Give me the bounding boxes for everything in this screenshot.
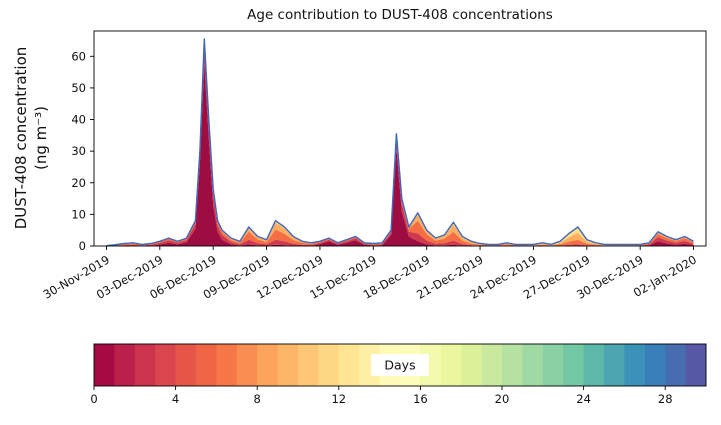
colorbar-border	[93, 343, 707, 387]
colorbar-tick-label: 16	[413, 392, 428, 406]
colorbar-cell	[502, 344, 523, 386]
colorbar-cell	[665, 344, 686, 386]
total-concentration-line	[106, 38, 694, 247]
colorbar-cell	[175, 344, 197, 386]
colorbar-cell	[236, 344, 258, 386]
y-tick-label: 10	[71, 207, 86, 221]
plot-border	[93, 30, 707, 247]
y-tick-label: 0	[79, 239, 86, 253]
colorbar-tick-label: 0	[90, 392, 97, 406]
colorbar-cell	[542, 344, 564, 386]
colorbar-cell	[338, 344, 360, 386]
colorbar-tick-label: 24	[576, 392, 591, 406]
colorbar-cell	[461, 344, 482, 386]
colorbar-cell	[644, 344, 666, 386]
colorbar-cell	[624, 344, 646, 386]
colorbar-cell	[298, 344, 319, 386]
colorbar-cell	[94, 344, 115, 386]
colorbar-cell	[216, 344, 238, 386]
colorbar-cell	[318, 344, 340, 386]
colorbar-tick-label: 12	[331, 392, 346, 406]
y-tick-label: 50	[71, 81, 86, 95]
colorbar-tick-label: 8	[254, 392, 261, 406]
colorbar-tick-label: 20	[495, 392, 510, 406]
colorbar-cell	[440, 344, 462, 386]
colorbar-label-bg	[371, 354, 429, 376]
colorbar-cell	[522, 344, 544, 386]
chart-title: Age contribution to DUST-408 concentrati…	[247, 7, 553, 23]
colorbar-cell	[134, 344, 156, 386]
colorbar-cell	[196, 344, 217, 386]
colorbar-cell	[604, 344, 625, 386]
colorbar-tick-label: 4	[172, 392, 179, 406]
colorbar-cell	[685, 344, 707, 386]
colorbar-tick-label: 28	[658, 392, 673, 406]
colorbar-cell	[481, 344, 503, 386]
colorbar-cell	[114, 344, 136, 386]
y-tick-label: 30	[71, 144, 86, 158]
colorbar-cell	[277, 344, 299, 386]
colorbar-cell	[257, 344, 278, 386]
colorbar-cell	[583, 344, 605, 386]
y-tick-label: 60	[71, 49, 86, 63]
colorbar-cell	[563, 344, 584, 386]
y-tick-label: 20	[71, 176, 86, 190]
colorbar-label: Days	[384, 358, 415, 373]
area-age-0-2-days	[106, 62, 694, 246]
colorbar-cell	[155, 344, 176, 386]
y-tick-label: 40	[71, 113, 86, 127]
